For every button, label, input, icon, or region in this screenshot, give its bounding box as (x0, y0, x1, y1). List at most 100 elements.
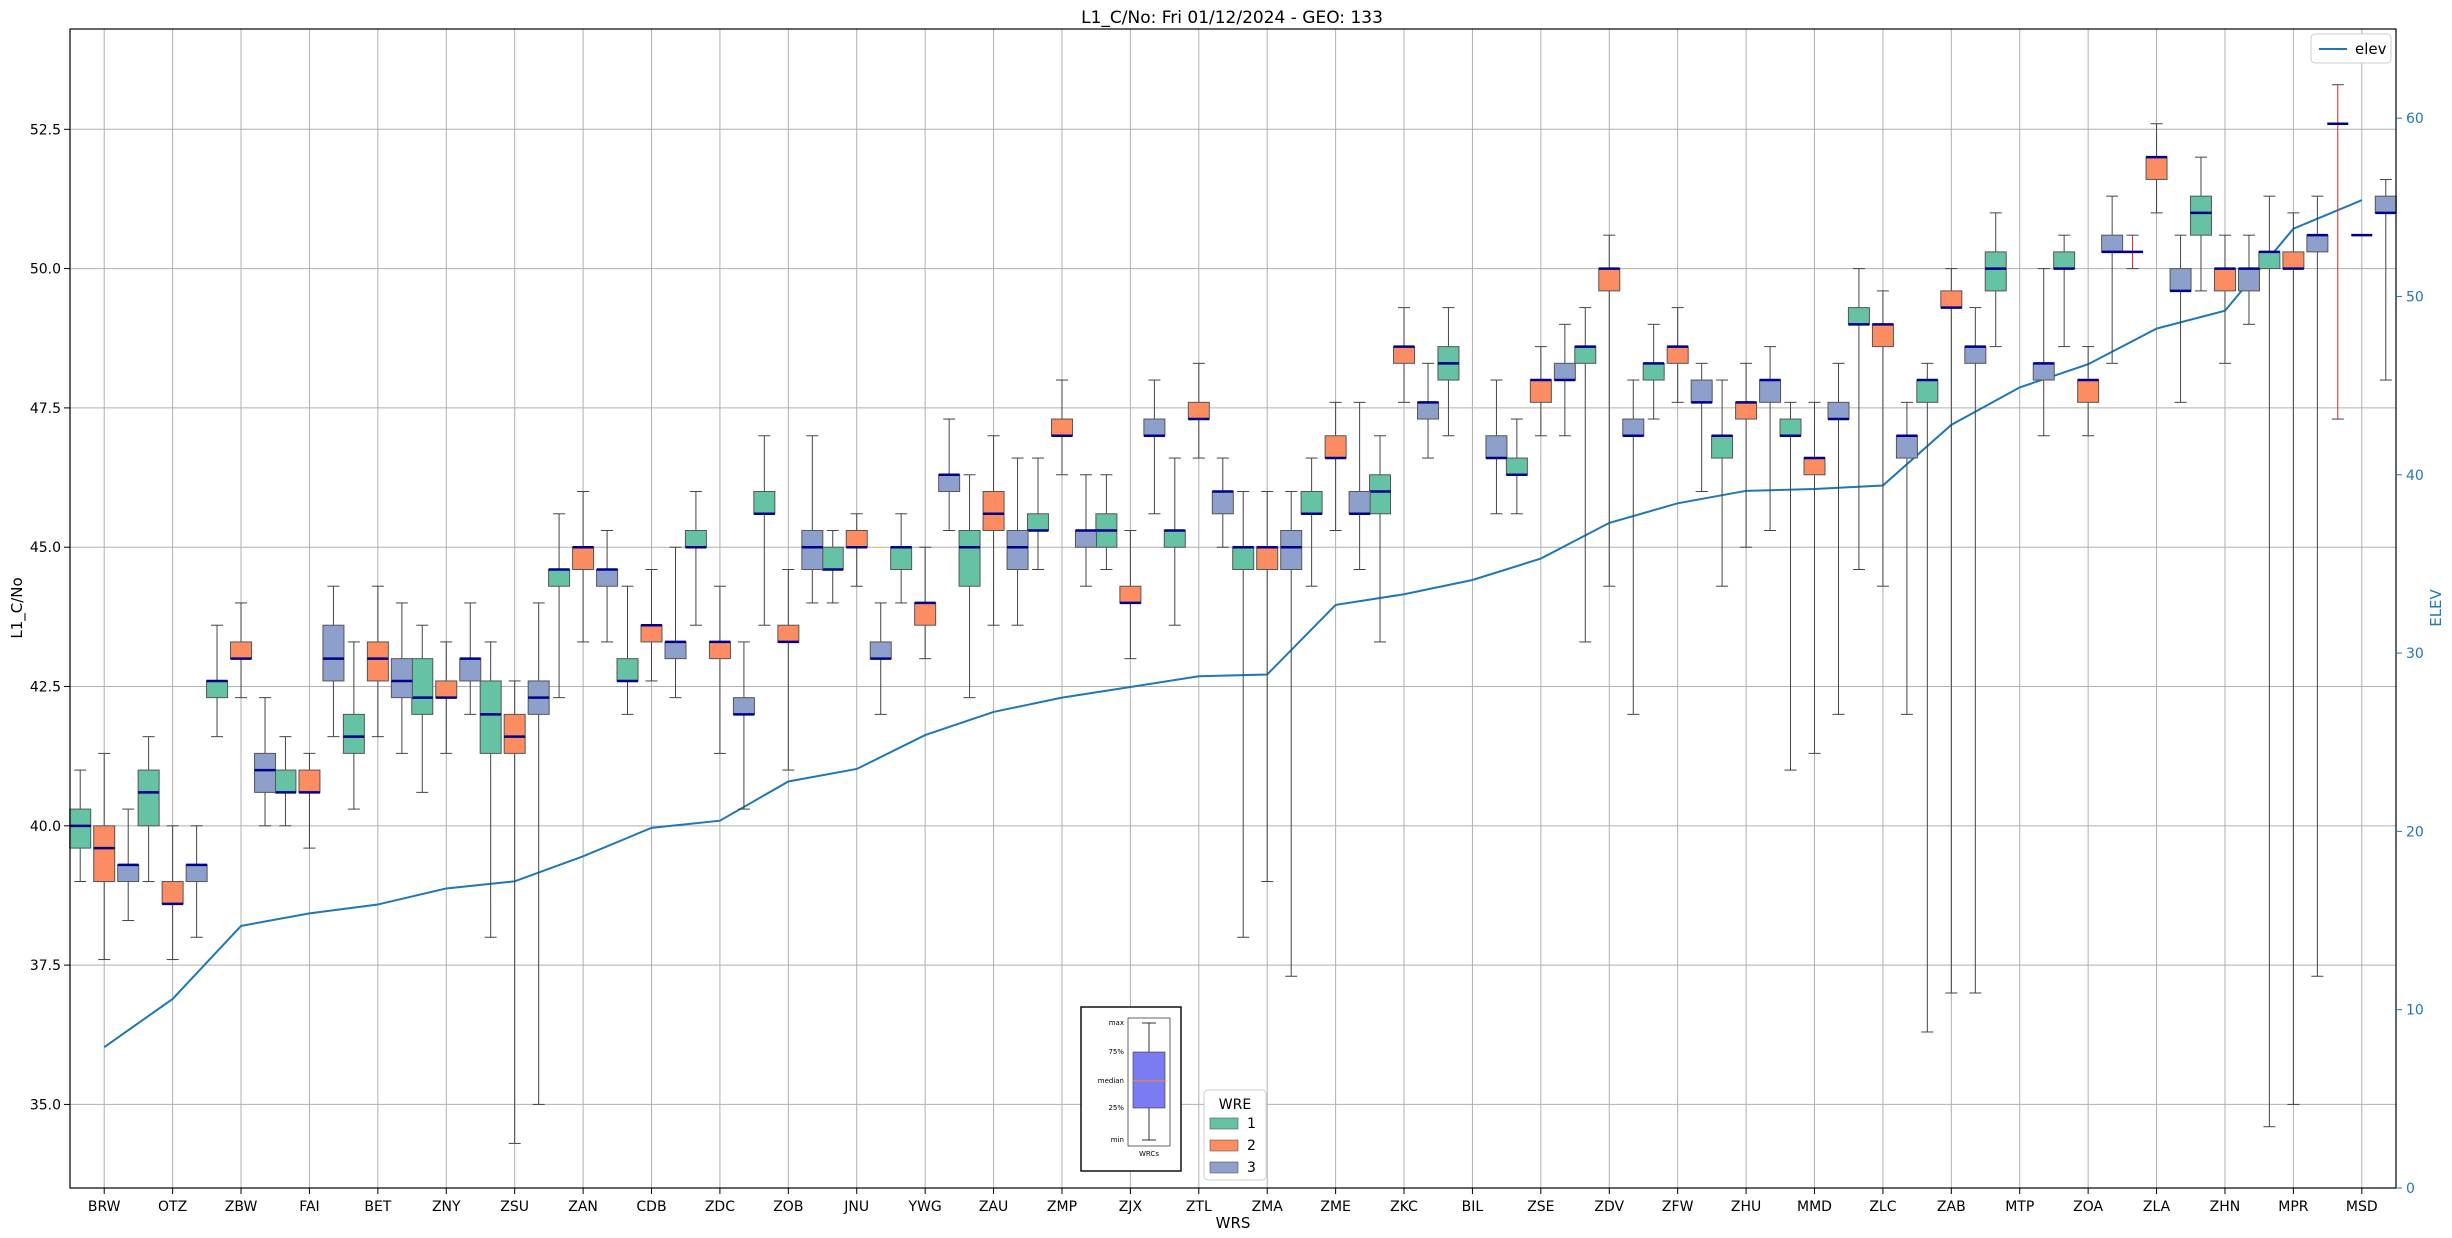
box-zab-wre1 (1916, 362, 1939, 1033)
box-zoa-wre2 (2077, 346, 2100, 437)
box-zsu-wre3 (527, 602, 550, 1105)
inset-label-min: min (1111, 1136, 1124, 1144)
box-jnu-wre3 (869, 602, 892, 715)
box-zau-wre1 (958, 474, 981, 699)
box-iqr (1529, 379, 1552, 403)
box-zme-wre2 (1324, 401, 1347, 531)
box-iqr (1300, 490, 1323, 515)
box-iqr (161, 881, 184, 905)
y2-tick-label: 50 (2406, 289, 2424, 305)
box-iqr (503, 713, 526, 754)
box-cdb-wre3 (664, 546, 687, 699)
box-zma-wre1 (1232, 490, 1255, 938)
x-tick-label-mtp: MTP (2005, 1199, 2034, 1215)
box-zlc-wre1 (1847, 268, 1870, 570)
box-iqr (206, 680, 229, 699)
x-tick-label-otz: OTZ (158, 1199, 187, 1215)
inset-frame (1080, 1006, 1182, 1172)
x-tick-label-zab: ZAB (1937, 1199, 1966, 1215)
box-zsu-wre2 (503, 680, 526, 1144)
box-zfw-wre1 (1642, 323, 1665, 420)
x-tick-label-zma: ZMA (1252, 1199, 1284, 1215)
x-tick-label-mpr: MPR (2278, 1199, 2309, 1215)
y2-tick-label: 0 (2406, 1181, 2415, 1197)
box-iqr (708, 641, 731, 660)
box-iqr (1622, 418, 1645, 437)
box-iqr (801, 529, 824, 570)
box-iqr (1256, 546, 1279, 570)
box-ywg-wre1 (890, 513, 913, 604)
y-tick-label: 47.5 (30, 401, 61, 417)
wre-legend-swatch-1 (1209, 1117, 1239, 1130)
box-cdb-wre2 (640, 568, 663, 682)
box-ztl-wre3 (1211, 457, 1234, 548)
box-mpr-wre1 (2258, 195, 2281, 1128)
x-tick-label-zoa: ZOA (2073, 1199, 2103, 1215)
box-zny-wre2 (435, 641, 458, 754)
box-iqr (2258, 251, 2281, 270)
box-otz-wre1 (137, 736, 160, 883)
box-iqr (1871, 323, 1894, 348)
box-iqr (1232, 546, 1255, 570)
box-iqr (1393, 346, 1416, 364)
box-iqr (1642, 362, 1665, 381)
box-zhn-wre2 (2213, 234, 2236, 364)
wre-legend-frame (1203, 1089, 1267, 1181)
x-tick-label-zny: ZNY (432, 1199, 461, 1215)
box-zdc-wre3 (732, 641, 755, 810)
x-tick-label-zau: ZAU (979, 1199, 1008, 1215)
box-ywg-wre2 (914, 546, 937, 660)
box-iqr (366, 641, 389, 682)
box-zab-wre2 (1940, 268, 1963, 994)
box-iqr (435, 680, 458, 699)
x-tick-label-zlc: ZLC (1869, 1199, 1896, 1215)
box-zan-wre2 (572, 490, 595, 643)
box-mmd-wre1 (1779, 401, 1802, 771)
box-iqr (2101, 234, 2124, 253)
marker-zla-wre1 (2122, 234, 2144, 270)
box-iqr (1598, 268, 1621, 292)
y2-axis-label: ELEV (2427, 588, 2445, 626)
box-iqr (1803, 457, 1826, 476)
y2-tick-label: 10 (2406, 1003, 2424, 1019)
box-zma-wre3 (1280, 490, 1303, 977)
box-iqr (137, 769, 160, 827)
box-zse-wre1 (1505, 418, 1528, 515)
wre-legend-title: WRE (1219, 1097, 1251, 1113)
x-tick-label-zan: ZAN (568, 1199, 598, 1215)
box-mpr-wre2 (2282, 212, 2305, 1105)
marker-msd-wre1 (2327, 84, 2349, 420)
box-iqr (2306, 234, 2329, 253)
box-zau-wre2 (982, 435, 1005, 626)
plot-frame (69, 28, 2397, 1189)
x-tick-label-zhn: ZHN (2210, 1199, 2241, 1215)
chart-title: L1_C/No: Fri 01/12/2024 - GEO: 133 (1081, 8, 1383, 28)
wre-legend: WRE 1 2 3 (1203, 1089, 1267, 1181)
x-tick-label-zla: ZLA (2143, 1199, 2171, 1215)
x-tick-label-zme: ZME (1320, 1199, 1351, 1215)
box-bet-wre1 (342, 641, 365, 810)
y-tick-label: 52.5 (30, 122, 61, 138)
box-zhu-wre1 (1711, 379, 1734, 587)
box-zjx-wre3 (1143, 379, 1166, 515)
elev-line (103, 199, 2363, 1048)
y2-tick-label: 30 (2406, 646, 2424, 662)
box-zla-wre3 (2169, 234, 2192, 403)
inset-label-25: 25% (1108, 1104, 1124, 1112)
box-iqr (479, 680, 502, 754)
y-tick-label: 42.5 (30, 680, 61, 696)
box-iqr (1417, 401, 1440, 420)
elev-legend-frame (2310, 33, 2392, 64)
box-iqr (1119, 585, 1142, 604)
x-tick-label-zkc: ZKC (1390, 1199, 1418, 1215)
box-zmp-wre2 (1050, 379, 1073, 476)
x-tick-label-zdv: ZDV (1594, 1199, 1624, 1215)
box-otz-wre2 (161, 825, 184, 961)
y-axis-label: L1_C/No (8, 577, 27, 638)
box-iqr (1984, 251, 2007, 292)
x-tick-label-ywg: YWG (908, 1199, 942, 1215)
box-jnu-wre1 (821, 529, 844, 604)
box-iqr (1211, 490, 1234, 515)
box-zjx-wre2 (1119, 529, 1142, 660)
